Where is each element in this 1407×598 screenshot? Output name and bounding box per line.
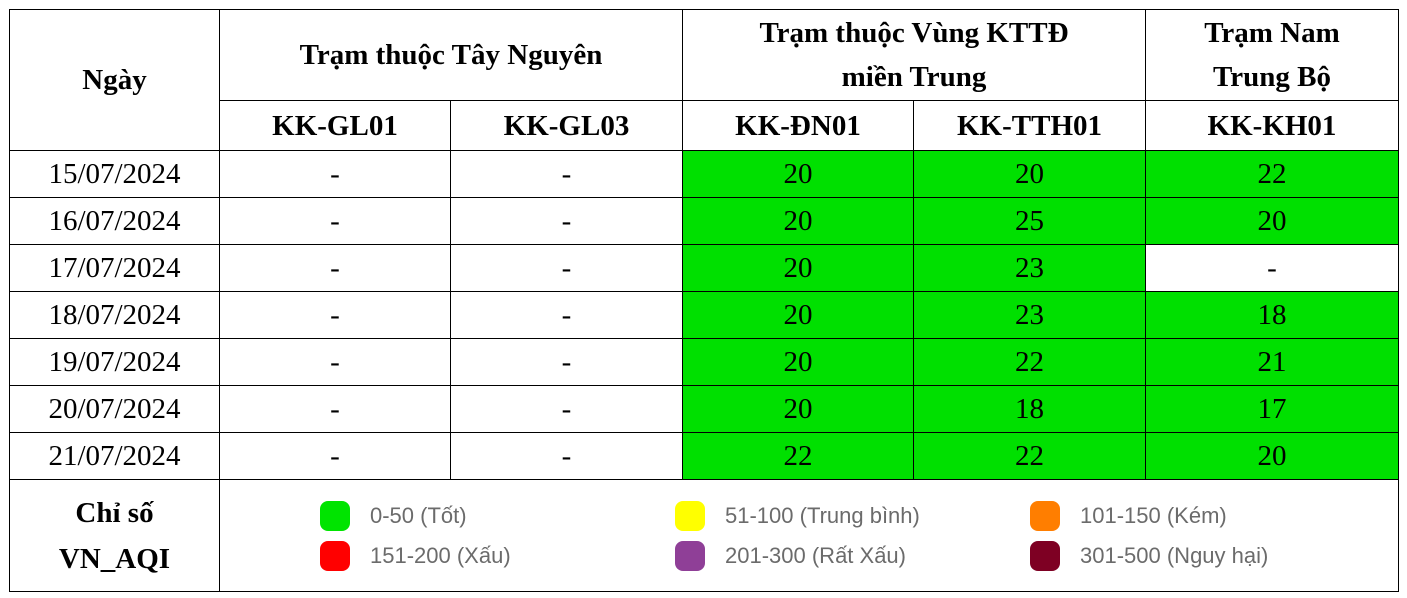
legend-cell: 0-50 (Tốt) 51-100 (Trung bình) 101-150 (Ké… <box>219 479 1399 592</box>
aqi-cell-kk-kh01: 20 <box>1145 432 1399 480</box>
group-header-kttd-line1: Trạm thuộc Vùng KTTĐ <box>759 17 1069 49</box>
aqi-cell-kk-n01: 20 <box>682 385 914 433</box>
legend-label: Chỉ số VN_AQI <box>9 479 220 592</box>
group-header-nam-line2: Trung Bộ <box>1213 61 1331 93</box>
legend-item-label: 51-100 (Trung bình) <box>725 502 920 528</box>
aqi-cell-kk-kh01: 18 <box>1145 291 1399 339</box>
aqi-cell-kk-gl03: - <box>450 385 683 433</box>
aqi-cell-kk-tth01: 25 <box>913 197 1146 245</box>
aqi-cell-kk-gl03: - <box>450 338 683 386</box>
aqi-cell-kk-tth01: 23 <box>913 244 1146 292</box>
aqi-cell-kk-n01: 20 <box>682 244 914 292</box>
table-row: 18/07/2024- -20 23 18 <box>9 291 1399 339</box>
legend-item: 301-500 (Nguy hại) <box>1030 540 1330 572</box>
date-cell: 15/07/2024 <box>9 150 220 198</box>
date-cell: 21/07/2024 <box>9 432 220 480</box>
legend-label-line1: Chỉ số <box>75 496 154 529</box>
aqi-cell-kk-gl03: - <box>450 150 683 198</box>
aqi-cell-kk-n01: 20 <box>682 338 914 386</box>
aqi-cell-kk-gl03: - <box>450 291 683 339</box>
legend-item: 151-200 (Xấu) <box>320 540 675 572</box>
aqi-cell-kk-n01: 20 <box>682 291 914 339</box>
legend-swatch-icon <box>1030 540 1060 571</box>
aqi-cell-kk-gl01: - <box>219 432 451 480</box>
table-row: 16/07/2024- -20 25 20 <box>9 197 1399 245</box>
station-header-kk-dn01: KK-ĐN01 <box>682 100 914 151</box>
table-body: Ngày Trạm thuộc Tây Nguyên Trạm thuộc Vù… <box>9 9 1399 592</box>
group-header-kttd-line2: miền Trung <box>841 61 987 93</box>
aqi-cell-kk-kh01: 20 <box>1145 197 1399 245</box>
aqi-cell-kk-kh01: - <box>1145 244 1399 292</box>
group-header-nam-line1: Trạm Nam <box>1204 17 1340 49</box>
legend-item: 51-100 (Trung bình) <box>675 500 1030 532</box>
aqi-cell-kk-gl01: - <box>219 385 451 433</box>
aqi-cell-kk-tth01: 22 <box>913 432 1146 480</box>
legend-item: 0-50 (Tốt) <box>320 500 675 532</box>
day-header: Ngày <box>9 9 220 151</box>
aqi-table: Ngày Trạm thuộc Tây Nguyên Trạm thuộc Vù… <box>9 9 1399 592</box>
date-cell: 16/07/2024 <box>9 197 220 245</box>
aqi-cell-kk-n01: 20 <box>682 150 914 198</box>
date-cell: 19/07/2024 <box>9 338 220 386</box>
table-row: 21/07/2024- -22 22 20 <box>9 432 1399 480</box>
aqi-cell-kk-gl01: - <box>219 338 451 386</box>
table-row: 20/07/2024- -20 18 17 <box>9 385 1399 433</box>
legend-item: 101-150 (Kém) <box>1030 500 1330 532</box>
aqi-cell-kk-n01: 22 <box>682 432 914 480</box>
station-header-kk-gl01: KK-GL01 <box>219 100 451 151</box>
legend-item-label: 101-150 (Kém) <box>1080 502 1227 528</box>
aqi-cell-kk-gl01: - <box>219 197 451 245</box>
legend-item-label: 0-50 (Tốt) <box>370 502 467 528</box>
aqi-cell-kk-gl01: - <box>219 291 451 339</box>
header-row-groups: Ngày Trạm thuộc Tây Nguyên Trạm thuộc Vù… <box>9 9 1399 151</box>
aqi-cell-kk-tth01: 23 <box>913 291 1146 339</box>
table-row: 15/07/2024- -20 20 22 <box>9 150 1399 198</box>
legend-items: 0-50 (Tốt) 51-100 (Trung bình) 101-150 (Ké… <box>221 500 1398 572</box>
legend-label-line2: VN_AQI <box>58 542 171 575</box>
table-row: 17/07/2024- -20 23- <box>9 244 1399 292</box>
aqi-cell-kk-gl03: - <box>450 197 683 245</box>
legend-row: Chỉ số VN_AQI 0-50 (Tốt) 51-100 (Trung bì… <box>9 479 1399 592</box>
group-header-tay-nguyen: Trạm thuộc Tây Nguyên <box>219 9 683 101</box>
aqi-cell-kk-kh01: 17 <box>1145 385 1399 433</box>
station-header-kk-kh01: KK-KH01 <box>1145 100 1399 151</box>
aqi-cell-kk-gl01: - <box>219 150 451 198</box>
legend-swatch-icon <box>675 500 705 531</box>
aqi-cell-kk-n01: 20 <box>682 197 914 245</box>
group-header-kttd: Trạm thuộc Vùng KTTĐ miền Trung <box>682 9 1146 101</box>
legend-swatch-icon <box>320 500 350 531</box>
aqi-cell-kk-kh01: 22 <box>1145 150 1399 198</box>
aqi-cell-kk-tth01: 18 <box>913 385 1146 433</box>
station-header-kk-gl03: KK-GL03 <box>450 100 683 151</box>
aqi-cell-kk-kh01: 21 <box>1145 338 1399 386</box>
date-cell: 18/07/2024 <box>9 291 220 339</box>
aqi-cell-kk-gl03: - <box>450 244 683 292</box>
legend-item-label: 151-200 (Xấu) <box>370 542 511 568</box>
date-cell: 17/07/2024 <box>9 244 220 292</box>
legend-swatch-icon <box>675 540 705 571</box>
legend-item: 201-300 (Rất Xấu) <box>675 540 1030 572</box>
aqi-cell-kk-gl03: - <box>450 432 683 480</box>
aqi-cell-kk-gl01: - <box>219 244 451 292</box>
group-header-nam-trung-bo: Trạm Nam Trung Bộ <box>1145 9 1399 101</box>
legend-item-label: 201-300 (Rất Xấu) <box>725 542 906 568</box>
legend-swatch-icon <box>1030 500 1060 531</box>
aqi-cell-kk-tth01: 20 <box>913 150 1146 198</box>
legend-swatch-icon <box>320 540 350 571</box>
aqi-cell-kk-tth01: 22 <box>913 338 1146 386</box>
legend-item-label: 301-500 (Nguy hại) <box>1080 542 1269 568</box>
table-row: 19/07/2024- -20 22 21 <box>9 338 1399 386</box>
date-cell: 20/07/2024 <box>9 385 220 433</box>
station-header-kk-tth01: KK-TTH01 <box>913 100 1146 151</box>
